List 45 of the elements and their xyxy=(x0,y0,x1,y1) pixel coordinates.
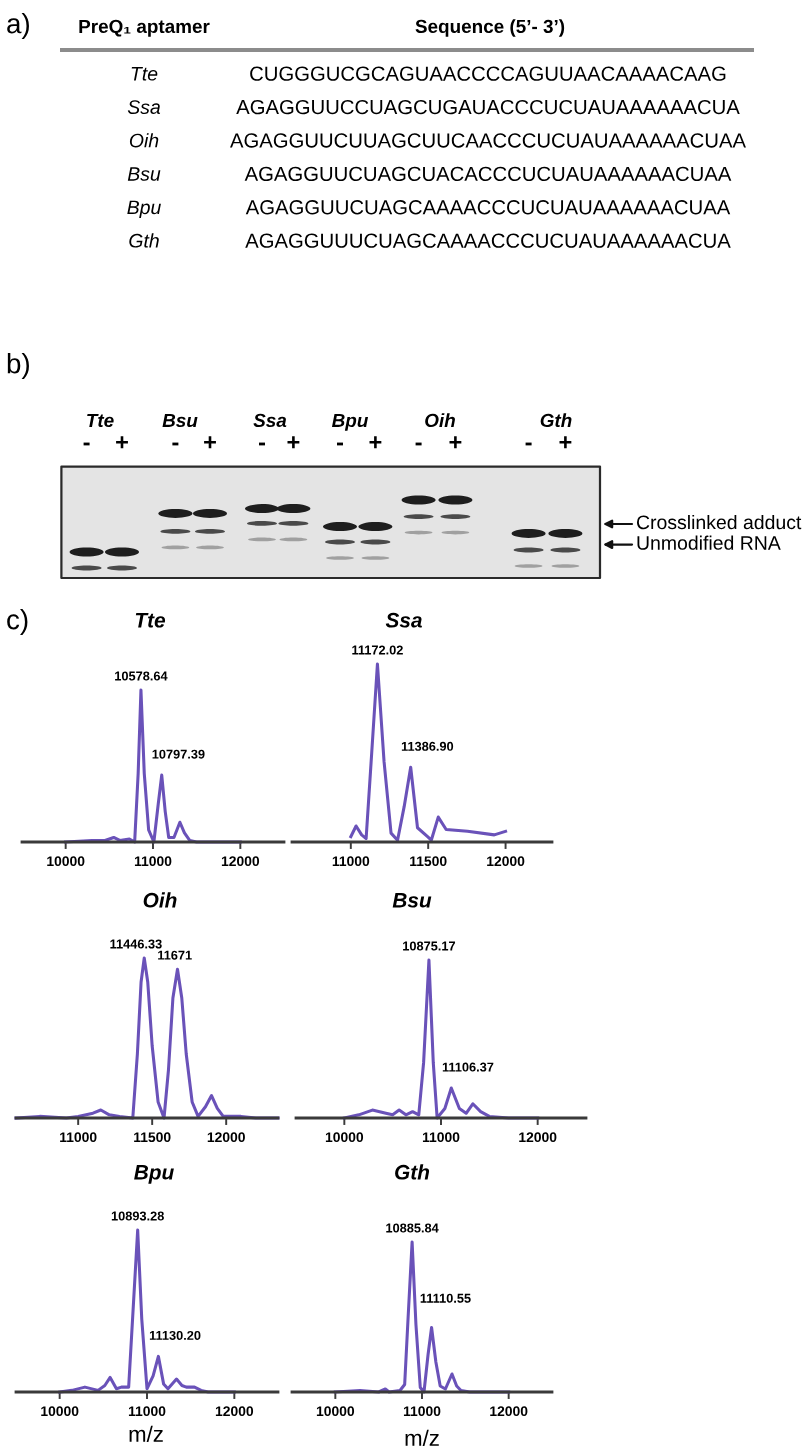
text: AGAGGUUUCUAGCAAAACCCUCUAUAAAAAACUA xyxy=(245,233,731,248)
category-label: Bpu xyxy=(331,413,369,431)
category-label: Ssa xyxy=(127,100,161,115)
text: - xyxy=(336,442,343,446)
text: - xyxy=(258,442,265,446)
text: CUGGGUCGCAGUAACCCCAGUUAACAAAACAAG xyxy=(250,66,726,81)
category-label: Bsu xyxy=(127,167,161,181)
text: - xyxy=(525,442,532,446)
text: Crosslinked adduct xyxy=(636,514,802,530)
category-label: Gth xyxy=(540,413,572,428)
text: a) xyxy=(7,13,29,39)
text: Unmodified RNA xyxy=(637,535,781,550)
x-axis-title: m/z xyxy=(129,1425,163,1442)
chart-title: Ssa xyxy=(385,612,422,628)
category-label: Bsu xyxy=(162,413,198,428)
text: - xyxy=(172,442,179,446)
text: PreQ₁ aptamer xyxy=(79,19,210,37)
text: AGAGGUUCUUAGCUUCAACCCUCUAUAAAAAACUAA xyxy=(230,133,746,148)
category-label: Oih xyxy=(129,133,159,148)
category-label: Oih xyxy=(425,413,455,428)
text: AGAGGUUCUAGCAAAACCCUCUAUAAAAAACUAA xyxy=(245,200,731,215)
text: + xyxy=(559,436,572,449)
text: AGAGGUUCCUAGCUGAUACCCUCUAUAAAAAACUA xyxy=(236,99,740,115)
text: - xyxy=(83,442,90,446)
text: c) xyxy=(7,609,28,635)
text: AGAGGUUCUAGCUACACCCUCUAUAAAAAACUAA xyxy=(244,166,732,182)
chart-title: Gth xyxy=(395,1164,430,1180)
text: + xyxy=(449,436,462,449)
text: + xyxy=(116,436,128,449)
category-label: Tte xyxy=(131,67,158,81)
text: + xyxy=(369,436,382,449)
text: - xyxy=(415,442,422,446)
category-label: Tte xyxy=(87,413,114,428)
text: + xyxy=(204,436,216,449)
text: + xyxy=(287,436,300,449)
chart-title: Oih xyxy=(143,892,177,908)
chart-title: Bpu xyxy=(134,1165,174,1184)
chart-title: Bsu xyxy=(392,893,432,908)
text: b) xyxy=(7,353,29,379)
chart-title: Tte xyxy=(135,613,166,628)
category-label: Ssa xyxy=(253,413,287,428)
x-axis-title: m/z xyxy=(405,1429,439,1446)
text: Sequence (5’- 3’) xyxy=(415,19,565,37)
category-label: Gth xyxy=(129,233,159,248)
category-label: Bpu xyxy=(127,200,161,219)
